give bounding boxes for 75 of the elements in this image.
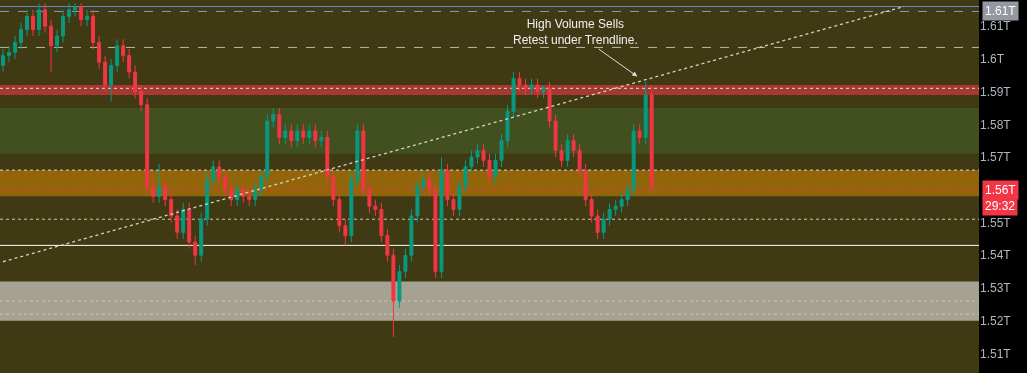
candlestick [37, 2, 42, 37]
candlestick [31, 9, 36, 37]
candlestick [217, 159, 222, 184]
y-tick-label: 1.6T [980, 52, 1005, 67]
candlestick [115, 38, 120, 73]
y-tick-label: 1.53T [980, 281, 1012, 296]
candlestick [613, 199, 618, 217]
candlestick [19, 22, 23, 50]
candlestick [121, 38, 126, 63]
candlestick [109, 58, 114, 102]
candlestick [103, 55, 108, 93]
candlestick [55, 28, 60, 53]
candlestick [169, 192, 174, 223]
text: 29:32 [985, 199, 1016, 213]
candlestick [49, 19, 54, 73]
candlestick [211, 159, 216, 187]
candlestick [283, 123, 288, 145]
candlestick [79, 2, 84, 27]
candlestick [631, 123, 636, 197]
candlestick [1, 48, 5, 73]
candlestick [277, 107, 282, 145]
candlestick [271, 107, 276, 129]
candlestick [337, 192, 342, 233]
candlestick [85, 9, 90, 27]
y-tick-label: 1.54T [980, 248, 1012, 263]
candlestick [301, 123, 306, 145]
candlestick [565, 133, 570, 168]
candlestick [619, 192, 624, 214]
candlestick [181, 202, 186, 240]
y-tick-label: 1.51T [980, 346, 1012, 361]
candlestick [637, 123, 642, 145]
y-tick-label: 1.57T [980, 150, 1012, 165]
candlestick [97, 35, 102, 70]
candlestick [7, 45, 11, 63]
candlestick [439, 156, 444, 279]
candlestick [313, 123, 318, 148]
candlestick [265, 114, 270, 184]
candlestick [289, 123, 294, 148]
candlestick [643, 81, 648, 145]
candlestick [187, 202, 192, 250]
candlestick [193, 235, 198, 266]
candlestick [157, 163, 162, 204]
candlestick [25, 9, 29, 37]
candlestick [343, 218, 348, 246]
y-tick-label: 1.61T [980, 19, 1012, 34]
candlestick [307, 123, 312, 145]
candlestick [91, 9, 96, 50]
candlestick [295, 123, 300, 148]
candlestick [247, 189, 252, 207]
y-tick-label: 1.55T [980, 215, 1012, 230]
candlestick [175, 208, 180, 240]
y-tick-label: 1.52T [980, 313, 1012, 328]
candlestick [67, 2, 72, 24]
ref-line-label: 1.56T [985, 183, 1017, 197]
candlestick [259, 169, 264, 197]
candlestick [349, 172, 354, 243]
candlestick [319, 130, 324, 148]
candlestick [625, 182, 630, 207]
candlestick [13, 35, 17, 60]
candlestick [205, 172, 210, 227]
candlestick [253, 182, 258, 207]
y-tick-label: 1.58T [980, 117, 1012, 132]
candlestick [607, 202, 612, 227]
annotation: High Volume Sells Retest under Trendline. [513, 17, 638, 47]
candlestick [43, 2, 48, 34]
candlestick [61, 9, 66, 44]
candlestick [601, 212, 606, 240]
candlestick [73, 2, 78, 17]
candlestick [127, 48, 132, 80]
y-tick-label: 1.59T [980, 84, 1012, 99]
candlestick [355, 123, 360, 187]
candlestick [235, 182, 240, 207]
candlestick [325, 130, 330, 184]
candlestick [199, 212, 204, 263]
candlestick [133, 64, 138, 99]
